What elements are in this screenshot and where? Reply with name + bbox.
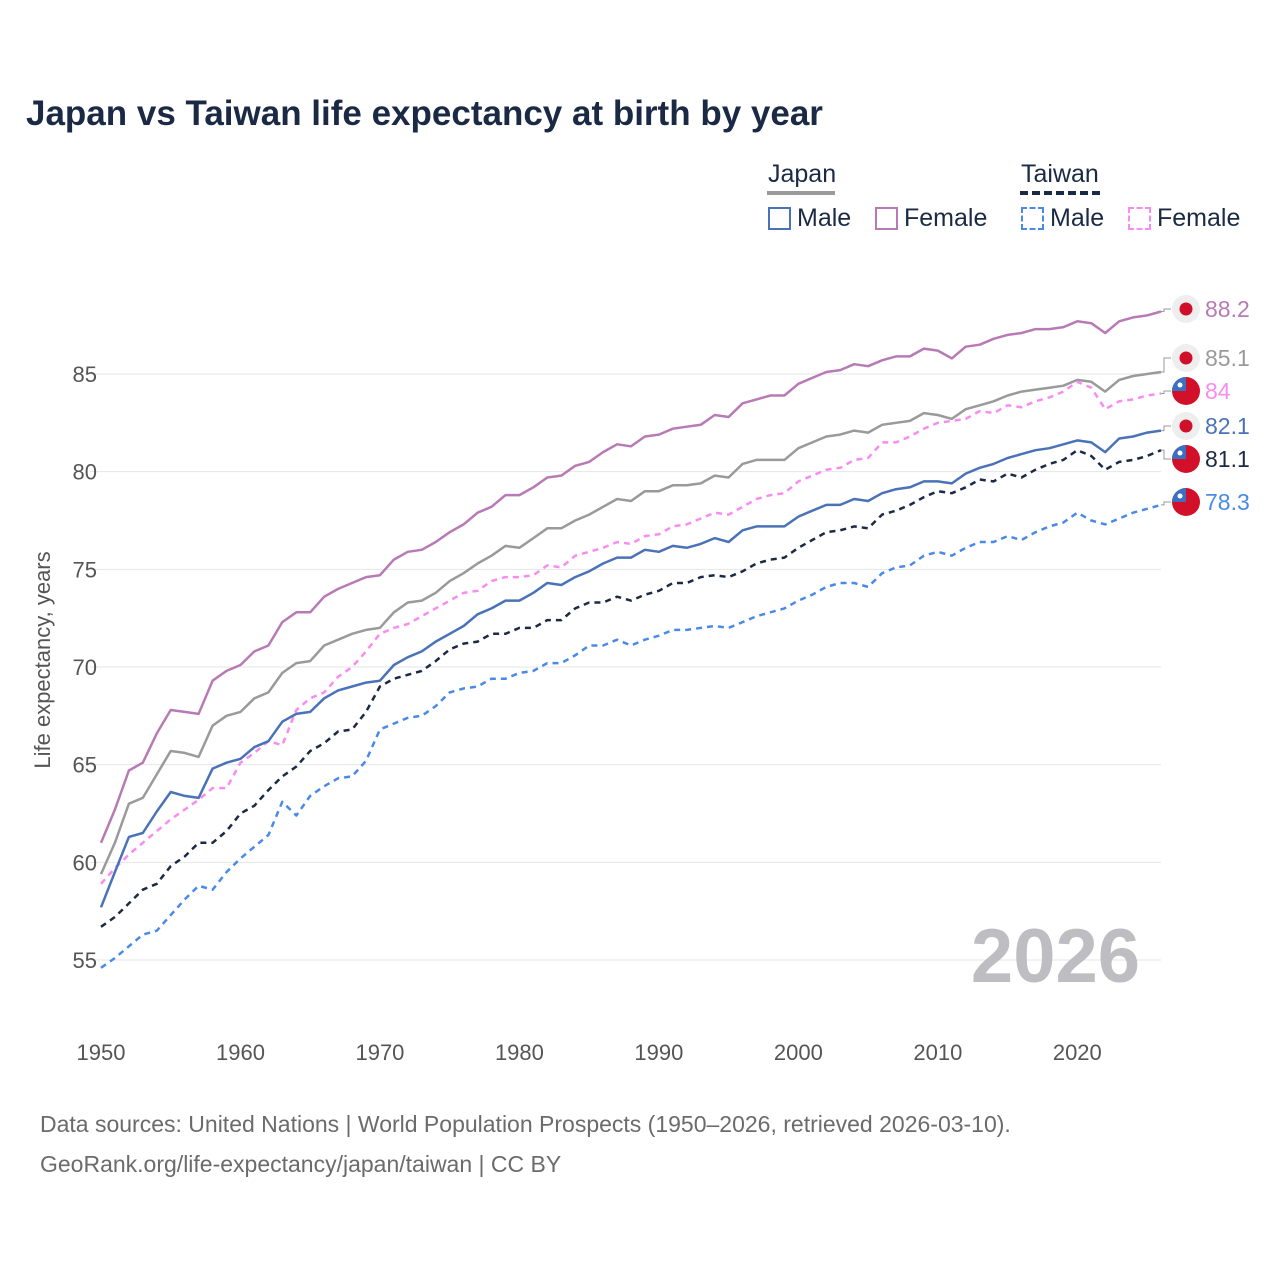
- taiwan-flag-sun: [1177, 450, 1183, 456]
- series-line-taiwan-female: [100, 380, 1162, 885]
- footer-credit: GeoRank.org/life-expectancy/japan/taiwan…: [40, 1151, 562, 1177]
- y-tick-label: 70: [73, 655, 97, 680]
- y-tick-label: 55: [73, 948, 97, 973]
- end-connector: [1161, 390, 1171, 395]
- japan-flag-disc: [1179, 302, 1193, 316]
- legend-title-japan: Japan: [768, 160, 837, 188]
- x-tick-label: 1970: [355, 1040, 404, 1065]
- y-tick-label: 85: [73, 362, 97, 387]
- series-line-japan-male: [99, 429, 1162, 908]
- taiwan-flag-sun: [1177, 493, 1183, 499]
- legend-label-taiwan-female: Female: [1157, 203, 1241, 232]
- legend-label-japan-male: Male: [797, 203, 852, 232]
- x-tick-label: 1950: [77, 1040, 126, 1065]
- legend-swatch-japan-male: [768, 206, 791, 230]
- legend-label-japan-female: Female: [904, 203, 988, 232]
- legend-title-taiwan: Taiwan: [1021, 160, 1099, 188]
- series-line-japan-total: [99, 370, 1162, 875]
- legend-swatch-taiwan-female: [1128, 206, 1151, 230]
- legend-item-japan-male[interactable]: Male: [768, 203, 851, 233]
- end-label-japan-total: 85.1: [1205, 345, 1250, 371]
- y-tick-label: 75: [73, 557, 97, 582]
- x-tick-label: 2000: [774, 1040, 823, 1065]
- footer-sources: Data sources: United Nations | World Pop…: [40, 1111, 1011, 1137]
- x-axis-ticks: 1950 1960 1970 1980 1990 2000 2010 2020: [77, 1040, 1102, 1065]
- end-connector: [1161, 357, 1171, 373]
- japan-flag-disc: [1179, 419, 1193, 433]
- y-tick-label: 60: [73, 850, 97, 875]
- x-tick-label: 1990: [634, 1040, 683, 1065]
- end-connector: [1161, 501, 1171, 506]
- y-axis-ticks: 55 60 65 70 75 80 85: [73, 362, 97, 973]
- legend-item-taiwan-female[interactable]: Female: [1128, 203, 1240, 233]
- end-connector: [1161, 308, 1171, 312]
- series-line-taiwan-total: [100, 448, 1162, 928]
- y-axis-label: Life expectancy, years: [30, 551, 55, 768]
- x-tick-label: 2010: [913, 1040, 962, 1065]
- series-end-markers: 88.2 85.1 84 82.1 81.1 78.3: [1161, 295, 1250, 516]
- japan-flag-disc: [1179, 351, 1193, 365]
- x-tick-label: 1980: [495, 1040, 544, 1065]
- x-tick-label: 2020: [1053, 1040, 1102, 1065]
- year-watermark: 2026: [971, 914, 1140, 999]
- end-label-japan-male: 82.1: [1205, 413, 1250, 439]
- y-tick-label: 65: [73, 753, 97, 778]
- grid-lines: [90, 373, 1161, 961]
- end-label-japan-female: 88.2: [1205, 296, 1250, 322]
- series-line-japan-female: [99, 310, 1162, 844]
- legend-item-taiwan-male[interactable]: Male: [1021, 203, 1104, 233]
- end-label-taiwan-male: 78.3: [1205, 489, 1250, 515]
- x-tick-label: 1960: [216, 1040, 265, 1065]
- legend-swatch-taiwan-male: [1021, 206, 1044, 230]
- end-label-taiwan-total: 81.1: [1205, 446, 1250, 472]
- legend-item-japan-female[interactable]: Female: [875, 203, 987, 233]
- legend-line-taiwan: [1020, 191, 1100, 195]
- end-connector: [1161, 449, 1171, 460]
- series-line-taiwan-male: [100, 503, 1162, 969]
- chart-title: Japan vs Taiwan life expectancy at birth…: [26, 94, 823, 133]
- series-lines: [99, 310, 1162, 969]
- taiwan-flag-sun: [1177, 382, 1183, 388]
- legend-line-japan: [767, 191, 835, 195]
- end-label-taiwan-female: 84: [1205, 378, 1231, 404]
- y-tick-label: 80: [73, 460, 97, 485]
- end-connector: [1161, 425, 1171, 432]
- legend-label-taiwan-male: Male: [1050, 203, 1105, 232]
- footer: Data sources: United Nations | World Pop…: [40, 1104, 1011, 1184]
- legend-swatch-japan-female: [875, 206, 898, 230]
